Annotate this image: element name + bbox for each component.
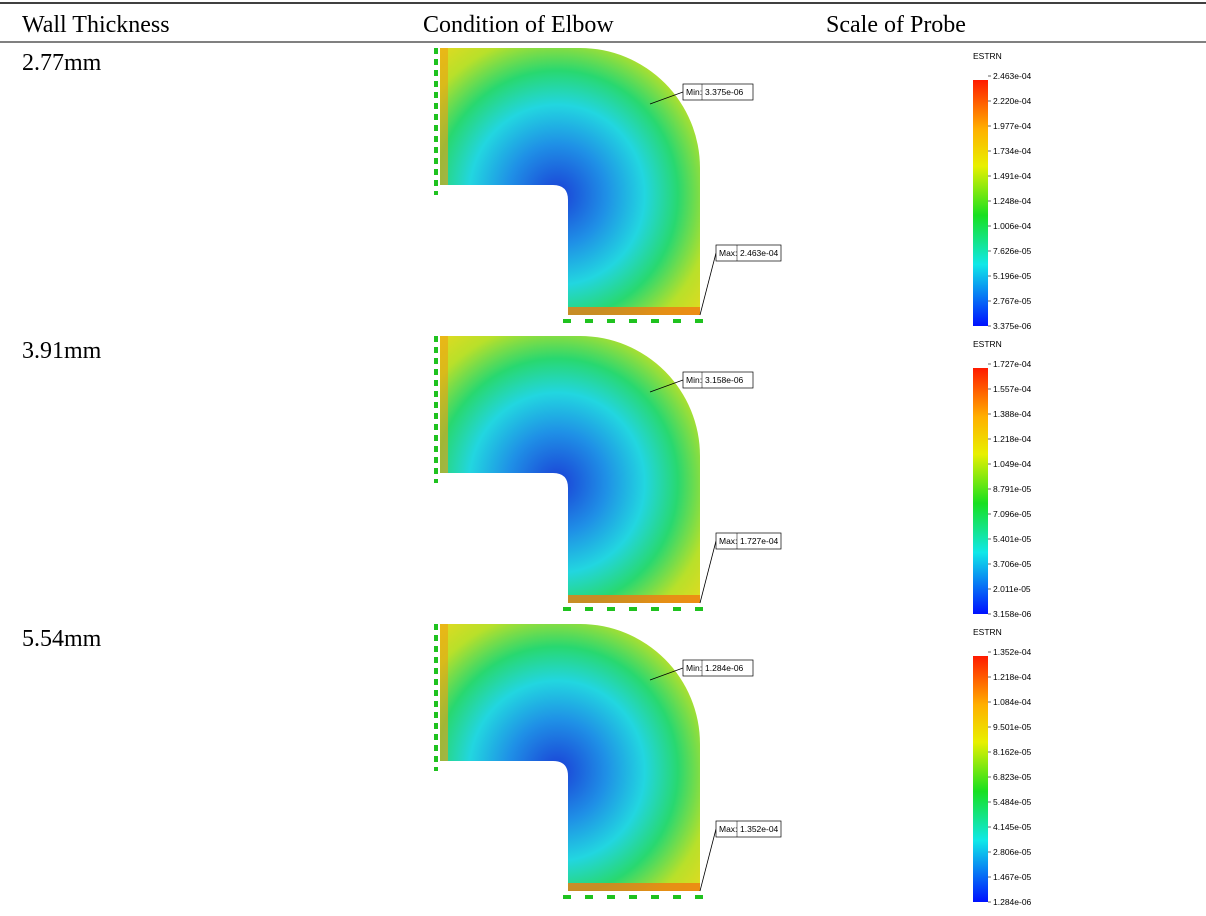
scale-label: 1.467e-05 [993,872,1032,882]
max-value: 1.352e-04 [740,824,779,834]
min-value: 3.158e-06 [705,375,744,385]
color-bar [973,80,988,326]
scale-label: 1.557e-04 [993,384,1032,394]
hot-edge [440,336,448,473]
color-bar [973,656,988,902]
scale-label: 7.096e-05 [993,509,1032,519]
wall-thickness: 3.91mm [22,338,102,364]
scale-label: 1.388e-04 [993,409,1032,419]
max-label: Max: [719,248,737,258]
scale-label: 1.284e-06 [993,897,1032,907]
hot-strip [568,595,700,603]
scale-label: 3.375e-06 [993,321,1032,331]
scale-label: 1.977e-04 [993,121,1032,131]
scale-label: 5.196e-05 [993,271,1032,281]
min-label: Min: [686,663,702,673]
elbow-figure [440,624,700,891]
scale-label: 1.727e-04 [993,359,1032,369]
max-label: Max: [719,536,737,546]
max-value: 1.727e-04 [740,536,779,546]
scale-title: ESTRN [973,627,1002,637]
scale-label: 8.791e-05 [993,484,1032,494]
hot-strip [568,307,700,315]
table-row: 2.77mmMin:3.375e-06Max:2.463e-04ESTRN2.4… [22,48,1032,331]
max-value: 2.463e-04 [740,248,779,258]
wall-thickness: 2.77mm [22,50,102,76]
scale-label: 1.218e-04 [993,434,1032,444]
hot-edge [440,48,448,185]
header-cell: Scale of Probe [826,12,966,38]
scale-label: 4.145e-05 [993,822,1032,832]
scale-label: 5.401e-05 [993,534,1032,544]
elbow-figure [440,48,700,315]
scale-label: 3.706e-05 [993,559,1032,569]
scale-label: 1.248e-04 [993,196,1032,206]
color-bar [973,368,988,614]
table-row: 5.54mmMin:1.284e-06Max:1.352e-04ESTRN1.3… [22,624,1032,907]
scale-label: 1.049e-04 [993,459,1032,469]
min-value: 3.375e-06 [705,87,744,97]
max-label: Max: [719,824,737,834]
page: Wall Thickness Condition of Elbow Scale … [0,0,1206,916]
scale-label: 1.352e-04 [993,647,1032,657]
scale-label: 7.626e-05 [993,246,1032,256]
scale-label: 2.767e-05 [993,296,1032,306]
scale-label: 2.463e-04 [993,71,1032,81]
elbow-figure [440,336,700,603]
min-label: Min: [686,375,702,385]
scale-label: 3.158e-06 [993,609,1032,619]
table-row: 3.91mmMin:3.158e-06Max:1.727e-04ESTRN1.7… [22,336,1032,619]
min-label: Min: [686,87,702,97]
hot-strip [568,883,700,891]
scale-label: 2.011e-05 [993,584,1031,594]
scale-label: 1.218e-04 [993,672,1032,682]
scale-label: 2.806e-05 [993,847,1032,857]
scale-label: 1.084e-04 [993,697,1032,707]
leader-line [700,541,716,603]
scale-label: 5.484e-05 [993,797,1032,807]
wall-thickness: 5.54mm [22,626,102,652]
header-cell: Wall Thickness [22,12,170,38]
header-cell: Condition of Elbow [423,12,614,38]
leader-line [700,253,716,315]
scale-label: 1.491e-04 [993,171,1032,181]
scale-label: 9.501e-05 [993,722,1032,732]
hot-edge [440,624,448,761]
min-value: 1.284e-06 [705,663,744,673]
scale-label: 6.823e-05 [993,772,1032,782]
scale-label: 1.734e-04 [993,146,1032,156]
scale-title: ESTRN [973,51,1002,61]
scale-label: 2.220e-04 [993,96,1032,106]
scale-label: 1.006e-04 [993,221,1032,231]
leader-line [700,829,716,891]
scale-title: ESTRN [973,339,1002,349]
scale-label: 8.162e-05 [993,747,1032,757]
